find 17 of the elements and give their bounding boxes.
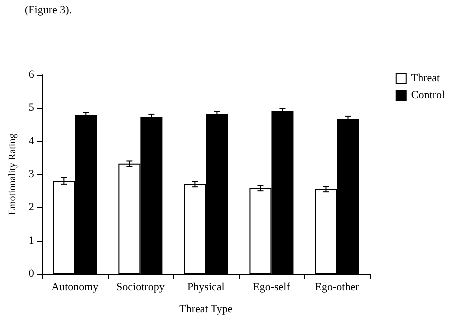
legend-label: Control	[411, 90, 446, 102]
x-axis-title: Threat Type	[180, 304, 233, 316]
x-tick-label: Autonomy	[52, 282, 100, 294]
y-tick-label: 1	[28, 234, 34, 247]
y-tick-label: 2	[28, 202, 34, 214]
y-tick-label: 5	[28, 102, 35, 114]
x-tick-label: Ego-other	[315, 282, 360, 294]
y-tick-label: 4	[28, 135, 35, 148]
legend-label: Threat	[411, 72, 440, 84]
y-tick-label: 3	[28, 168, 35, 180]
y-axis-title: Emotionality Rating	[8, 134, 18, 216]
y-tick-label: 0	[28, 268, 35, 280]
x-tick-label: Physical	[188, 282, 225, 294]
text: (Figure 3).	[25, 4, 72, 16]
x-tick-label: Sociotropy	[116, 282, 166, 294]
y-tick-label: 6	[28, 69, 35, 81]
x-tick-label: Ego-self	[253, 282, 291, 294]
